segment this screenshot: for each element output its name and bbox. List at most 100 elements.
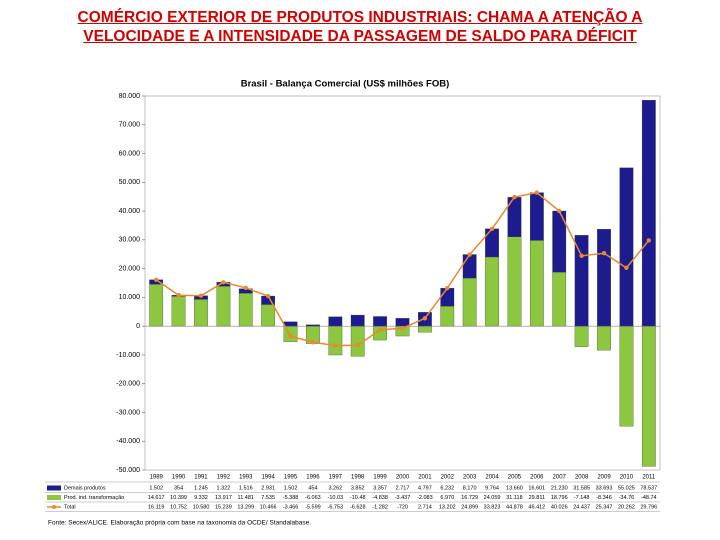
table-cell: 3.357 [373,485,387,491]
table-cell: -6.753 [328,504,344,510]
table-cell: 46.412 [528,504,545,510]
table-cell: 31.585 [573,485,590,491]
table-cell: -1.282 [372,504,388,510]
x-tick-label: 2011 [642,475,656,481]
total-point [355,343,360,348]
bar [440,305,455,327]
y-tick-label: 80.000 [119,93,141,100]
table-cell: 2.714 [418,504,432,510]
x-tick-label: 1991 [194,475,208,481]
bar [462,277,477,327]
table-cell: 1.245 [194,485,208,491]
bar [440,288,455,307]
table-cell: 3.852 [351,485,365,491]
x-tick-label: 2000 [396,475,410,481]
x-tick-label: 1994 [261,475,275,481]
total-point [265,293,271,299]
table-cell: -6.628 [350,504,366,510]
total-point [377,327,383,333]
table-cell: 24.059 [484,495,501,501]
bar [350,314,365,327]
total-point [579,253,584,259]
table-cell: 2.931 [261,485,275,491]
y-tick-label: 50.000 [119,179,141,186]
table-cell: 29.811 [529,495,545,501]
table-cell: 24.899 [461,504,478,510]
table-cell: 13.917 [215,495,232,501]
y-tick-label: -50.000 [116,467,140,474]
table-cell: -34.76 [619,495,635,501]
bar [529,240,544,327]
bar [597,326,611,351]
bar [149,283,164,327]
bar [485,256,499,327]
table-cell: 1.322 [216,485,230,491]
table-cell: -8.346 [596,495,612,501]
plot-area [144,95,661,471]
legend-swatch [52,505,56,509]
bar [619,167,634,327]
bar [462,254,477,279]
y-tick-label: 60.000 [119,150,141,157]
table-cell: 13.202 [439,504,456,510]
total-point [534,190,540,195]
bar [485,228,499,258]
table-cell: -3.437 [395,495,411,501]
table-cell: -7.148 [574,495,590,501]
x-tick-label: 1995 [284,475,298,481]
bar [328,326,343,356]
table-cell: 10.580 [193,504,210,510]
table-cell: 7.535 [261,495,275,501]
table-cell: 3.262 [328,485,342,491]
table-cell: -10.48 [350,495,366,501]
x-tick-label: 1993 [239,475,253,481]
bar [529,192,544,241]
y-tick-label: -30.000 [116,409,140,416]
table-cell: 1.502 [284,485,298,491]
table-cell: -6.063 [305,495,321,501]
bar [373,316,387,327]
total-point [243,285,248,291]
table-cell: 29.796 [640,504,657,510]
table-cell: 31.118 [506,495,522,501]
table-cell: 21.230 [551,485,568,491]
bar [216,285,231,327]
legend-label: Demais produtos [64,485,106,491]
table-cell: -2.083 [417,495,433,501]
table-cell: 11.481 [238,495,254,501]
bar [328,316,343,327]
table-cell: 20.262 [618,504,635,510]
x-tick-label: 2001 [418,475,432,481]
x-tick-label: 2007 [553,475,567,481]
bar [395,318,410,327]
table-cell: 18.796 [551,495,568,501]
table-cell: -720 [397,504,408,510]
bar [418,326,432,333]
legend-swatch [47,485,61,491]
x-tick-label: 1999 [373,475,387,481]
y-tick-label: -10.000 [116,352,140,359]
y-tick-label: 0 [136,323,140,330]
total-point [176,293,181,298]
table-cell: 25.347 [596,504,613,510]
total-point [333,343,338,348]
bar [171,296,186,327]
total-point [445,285,450,291]
bar [641,326,656,467]
table-cell: -5.388 [283,495,299,501]
total-point [467,252,472,257]
table-cell: -48.74 [641,495,657,501]
x-tick-label: 1992 [217,475,231,481]
table-cell: 2.717 [396,485,410,491]
bar [597,229,611,327]
total-point [153,277,159,282]
x-tick-label: 1996 [306,475,320,481]
table-cell: 354 [174,485,183,491]
table-cell: 33.823 [484,504,501,510]
table-cell: 4.797 [418,485,432,491]
total-point [422,316,428,321]
x-tick-label: 2003 [463,475,477,481]
total-point [489,226,495,232]
